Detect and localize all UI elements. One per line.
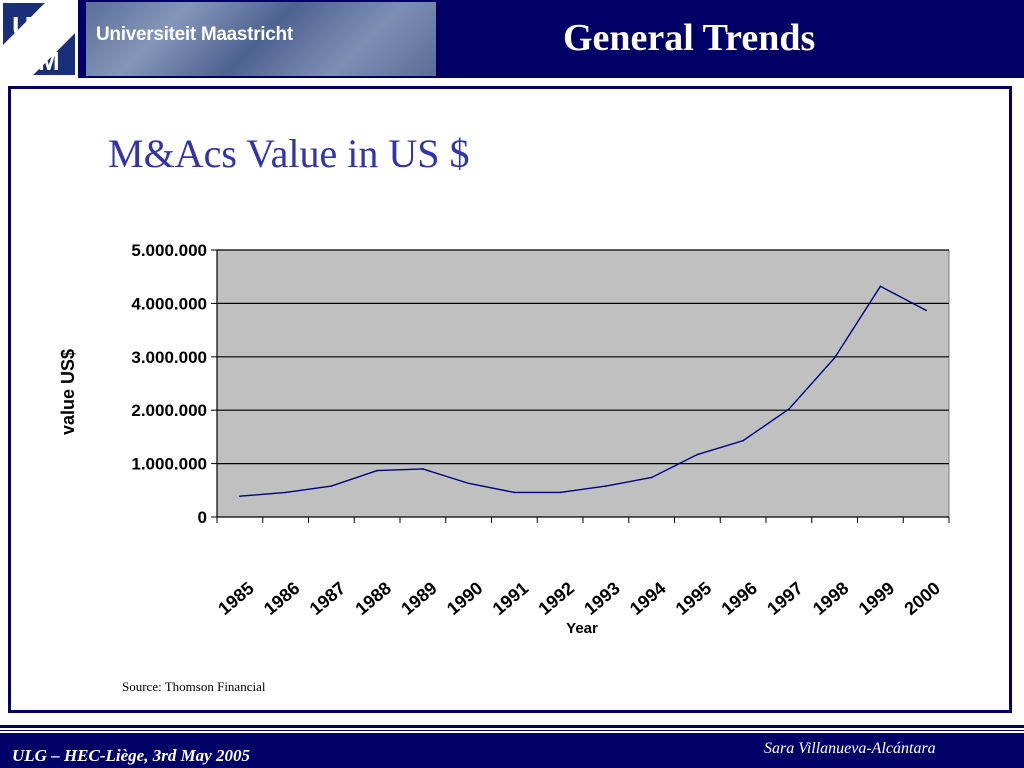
data-point — [925, 309, 927, 312]
data-point — [467, 482, 470, 485]
footer-event: ULG – HEC-Liège, 3rd May 2005 — [12, 746, 250, 765]
banner-text: Universiteit Maastricht — [96, 24, 293, 45]
x-tick-label: 1987 — [306, 578, 350, 619]
logo-letter-m: M — [38, 46, 60, 76]
x-axis-label: Year — [566, 620, 598, 637]
plot-area-group: 0 1.000.000 2.000.000 3.000.000 4.000.000 5.0… — [131, 241, 950, 619]
y-axis-label: value US$ — [58, 349, 78, 435]
x-tick-label: 1985 — [214, 578, 258, 619]
x-tick-label: 1991 — [489, 578, 533, 619]
y-tick-label: 3.000.000 — [131, 348, 207, 367]
footer-rule-thick — [0, 725, 1024, 728]
x-tick-label: 1986 — [260, 578, 304, 619]
x-tick-label: 1993 — [580, 578, 624, 619]
y-tick-label: 1.000.000 — [131, 455, 207, 474]
data-point — [239, 495, 241, 497]
um-logo-icon: U M — [3, 3, 75, 76]
source-note: Source: Thomson Financial — [122, 679, 266, 694]
x-tick-label: 1992 — [535, 578, 579, 619]
data-point — [879, 285, 882, 288]
y-tick-label: 2.000.000 — [131, 401, 207, 420]
x-tick-label: 1988 — [352, 578, 396, 619]
data-point — [330, 485, 333, 487]
data-point — [513, 491, 516, 494]
y-tick-label: 0 — [198, 508, 207, 527]
footer-rule-thin — [0, 730, 1024, 731]
y-tick-label: 4.000.000 — [131, 294, 207, 313]
data-point — [284, 491, 287, 494]
x-tick-label: 1995 — [672, 578, 716, 619]
x-tick-label: 1999 — [855, 578, 899, 619]
logo-letter-u: U — [12, 11, 32, 42]
data-point — [650, 476, 653, 479]
data-point — [696, 453, 699, 456]
x-tick-label: 2000 — [901, 578, 945, 619]
data-point — [788, 408, 790, 410]
data-point — [833, 357, 836, 359]
data-point — [376, 469, 378, 472]
slide-title: General Trends — [563, 17, 816, 59]
x-tick-label: 1998 — [809, 578, 853, 619]
data-point — [422, 468, 424, 470]
x-tick-label: 1989 — [397, 578, 441, 619]
x-tick-label: 1996 — [718, 578, 762, 619]
footer-author: Sara Villanueva-Alcántara — [764, 740, 936, 757]
series-line — [239, 285, 927, 497]
university-banner: Universiteit Maastricht — [86, 2, 436, 76]
um-logo: U M — [0, 0, 78, 78]
data-point — [559, 491, 561, 494]
plot-background — [216, 249, 950, 518]
chart-title: M&Acs Value in US $ — [108, 131, 470, 176]
data-point — [605, 485, 607, 487]
data-point — [742, 439, 744, 442]
x-tick-label: 1994 — [626, 578, 670, 619]
footer-bar — [0, 733, 1024, 768]
x-tick-label: 1990 — [443, 578, 487, 619]
x-tick-label: 1997 — [763, 578, 807, 619]
y-tick-label: 5.000.000 — [131, 241, 207, 260]
